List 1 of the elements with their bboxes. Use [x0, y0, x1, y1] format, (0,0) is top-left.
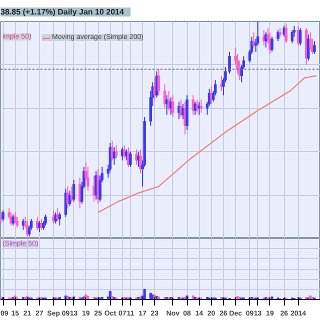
chart-title: 38.85 (+1.17%) Daily Jan 10 2014 [0, 8, 124, 16]
